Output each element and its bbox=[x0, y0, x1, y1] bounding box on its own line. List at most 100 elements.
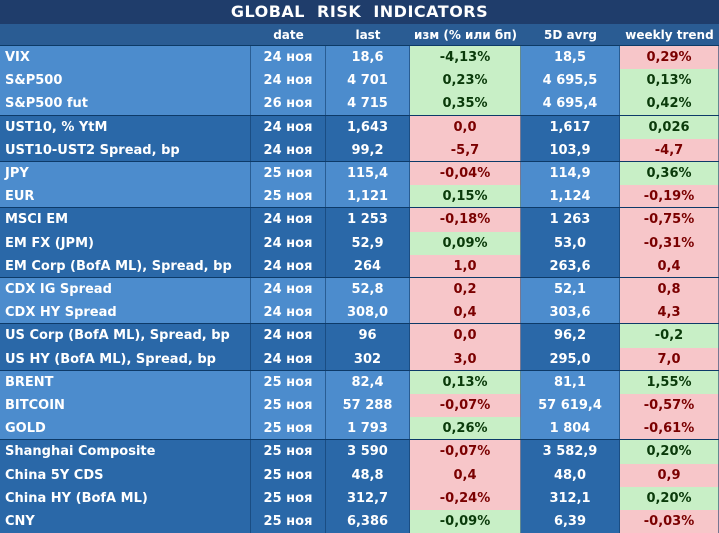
table-row: VIX 24 ноя 18,6 -4,13% 18,5 0,29% bbox=[0, 46, 719, 70]
indicator-name: S&P500 bbox=[0, 69, 251, 93]
indicator-weekly-trend: 7,0 bbox=[620, 347, 719, 371]
indicator-name: China 5Y CDS bbox=[0, 463, 251, 487]
indicator-weekly-trend: -0,57% bbox=[620, 394, 719, 418]
indicator-date: 24 ноя bbox=[251, 301, 326, 325]
indicator-weekly-trend: 0,8 bbox=[620, 278, 719, 302]
table-row: EM FX (JPM) 24 ноя 52,9 0,09% 53,0 -0,31% bbox=[0, 231, 719, 255]
table-row: Shanghai Composite 25 ноя 3 590 -0,07% 3 582… bbox=[0, 440, 719, 464]
indicator-date: 25 ноя bbox=[251, 370, 326, 394]
indicator-5d-average: 4 695,5 bbox=[521, 69, 620, 93]
indicator-change: 0,4 bbox=[410, 301, 521, 325]
table-row: EUR 25 ноя 1,121 0,15% 1,124 -0,19% bbox=[0, 185, 719, 209]
indicator-change: 0,09% bbox=[410, 231, 521, 255]
indicator-5d-average: 57 619,4 bbox=[521, 394, 620, 418]
indicator-name: China HY (BofA ML) bbox=[0, 486, 251, 510]
indicator-date: 25 ноя bbox=[251, 510, 326, 533]
indicator-last: 1 793 bbox=[326, 417, 410, 441]
indicator-change: -0,07% bbox=[410, 440, 521, 464]
indicator-last: 312,7 bbox=[326, 486, 410, 510]
indicator-date: 24 ноя bbox=[251, 69, 326, 93]
indicator-5d-average: 6,39 bbox=[521, 510, 620, 533]
indicator-change: -0,07% bbox=[410, 394, 521, 418]
indicator-name: UST10, % YtM bbox=[0, 115, 251, 139]
table-row: BRENT 25 ноя 82,4 0,13% 81,1 1,55% bbox=[0, 370, 719, 394]
indicator-weekly-trend: -0,19% bbox=[620, 185, 719, 209]
indicator-date: 25 ноя bbox=[251, 440, 326, 464]
indicator-date: 25 ноя bbox=[251, 486, 326, 510]
indicator-5d-average: 18,5 bbox=[521, 46, 620, 70]
indicator-last: 82,4 bbox=[326, 370, 410, 394]
indicator-5d-average: 103,9 bbox=[521, 138, 620, 162]
indicator-name: S&P500 fut bbox=[0, 92, 251, 116]
indicator-last: 57 288 bbox=[326, 394, 410, 418]
indicator-5d-average: 1 263 bbox=[521, 208, 620, 232]
indicator-last: 4 701 bbox=[326, 69, 410, 93]
table-row: China HY (BofA ML) 25 ноя 312,7 -0,24% 312,1… bbox=[0, 486, 719, 510]
indicator-last: 264 bbox=[326, 254, 410, 278]
board-title: GLOBAL RISK INDICATORS bbox=[0, 0, 719, 24]
indicator-name: VIX bbox=[0, 46, 251, 70]
table-row: US Corp (BofA ML), Spread, bp 24 ноя 96 0,0… bbox=[0, 324, 719, 348]
indicator-5d-average: 1 804 bbox=[521, 417, 620, 441]
indicator-5d-average: 53,0 bbox=[521, 231, 620, 255]
table-row: China 5Y CDS 25 ноя 48,8 0,4 48,0 0,9 bbox=[0, 463, 719, 487]
indicator-date: 24 ноя bbox=[251, 115, 326, 139]
table-row: GOLD 25 ноя 1 793 0,26% 1 804 -0,61% bbox=[0, 417, 719, 441]
indicator-change: -0,09% bbox=[410, 510, 521, 533]
indicator-5d-average: 295,0 bbox=[521, 347, 620, 371]
indicator-last: 48,8 bbox=[326, 463, 410, 487]
indicator-5d-average: 48,0 bbox=[521, 463, 620, 487]
table-row: S&P500 24 ноя 4 701 0,23% 4 695,5 0,13% bbox=[0, 69, 719, 93]
indicator-last: 3 590 bbox=[326, 440, 410, 464]
indicator-weekly-trend: 0,36% bbox=[620, 162, 719, 186]
indicator-change: 0,13% bbox=[410, 370, 521, 394]
indicator-change: 0,26% bbox=[410, 417, 521, 441]
indicator-change: 0,35% bbox=[410, 92, 521, 116]
indicator-weekly-trend: -0,31% bbox=[620, 231, 719, 255]
indicator-weekly-trend: 0,20% bbox=[620, 486, 719, 510]
indicator-last: 1,121 bbox=[326, 185, 410, 209]
indicator-name: Shanghai Composite bbox=[0, 440, 251, 464]
indicator-date: 24 ноя bbox=[251, 324, 326, 348]
indicator-name: EM FX (JPM) bbox=[0, 231, 251, 255]
indicator-weekly-trend: 4,3 bbox=[620, 301, 719, 325]
indicator-5d-average: 81,1 bbox=[521, 370, 620, 394]
indicator-5d-average: 1,124 bbox=[521, 185, 620, 209]
indicator-5d-average: 3 582,9 bbox=[521, 440, 620, 464]
indicator-name: JPY bbox=[0, 162, 251, 186]
indicator-date: 24 ноя bbox=[251, 254, 326, 278]
indicator-date: 25 ноя bbox=[251, 417, 326, 441]
indicator-date: 25 ноя bbox=[251, 162, 326, 186]
indicator-5d-average: 1,617 bbox=[521, 115, 620, 139]
indicator-weekly-trend: 1,55% bbox=[620, 370, 719, 394]
indicator-name: CNY bbox=[0, 510, 251, 533]
indicator-change: 1,0 bbox=[410, 254, 521, 278]
table-row: BITCOIN 25 ноя 57 288 -0,07% 57 619,4 -0,57% bbox=[0, 394, 719, 418]
indicator-change: -0,24% bbox=[410, 486, 521, 510]
indicator-weekly-trend: -0,03% bbox=[620, 510, 719, 533]
header-weekly-trend: weekly trend bbox=[620, 24, 719, 46]
indicator-change: -4,13% bbox=[410, 46, 521, 70]
header-change: изм (% или бп) bbox=[410, 24, 521, 46]
header-5d-average: 5D avrg bbox=[521, 24, 620, 46]
indicator-weekly-trend: 0,29% bbox=[620, 46, 719, 70]
header-name-column bbox=[0, 24, 251, 46]
indicator-weekly-trend: -4,7 bbox=[620, 138, 719, 162]
indicator-5d-average: 303,6 bbox=[521, 301, 620, 325]
indicator-change: 0,2 bbox=[410, 278, 521, 302]
indicator-weekly-trend: 0,13% bbox=[620, 69, 719, 93]
indicator-weekly-trend: -0,2 bbox=[620, 324, 719, 348]
indicator-last: 6,386 bbox=[326, 510, 410, 533]
indicator-change: -0,18% bbox=[410, 208, 521, 232]
indicator-date: 25 ноя bbox=[251, 185, 326, 209]
indicator-last: 52,9 bbox=[326, 231, 410, 255]
indicator-weekly-trend: 0,20% bbox=[620, 440, 719, 464]
indicator-last: 1,643 bbox=[326, 115, 410, 139]
indicator-change: 0,15% bbox=[410, 185, 521, 209]
indicator-date: 24 ноя bbox=[251, 138, 326, 162]
indicator-change: 0,0 bbox=[410, 324, 521, 348]
indicator-name: US Corp (BofA ML), Spread, bp bbox=[0, 324, 251, 348]
indicator-name: CDX IG Spread bbox=[0, 278, 251, 302]
indicator-weekly-trend: -0,75% bbox=[620, 208, 719, 232]
indicator-last: 302 bbox=[326, 347, 410, 371]
